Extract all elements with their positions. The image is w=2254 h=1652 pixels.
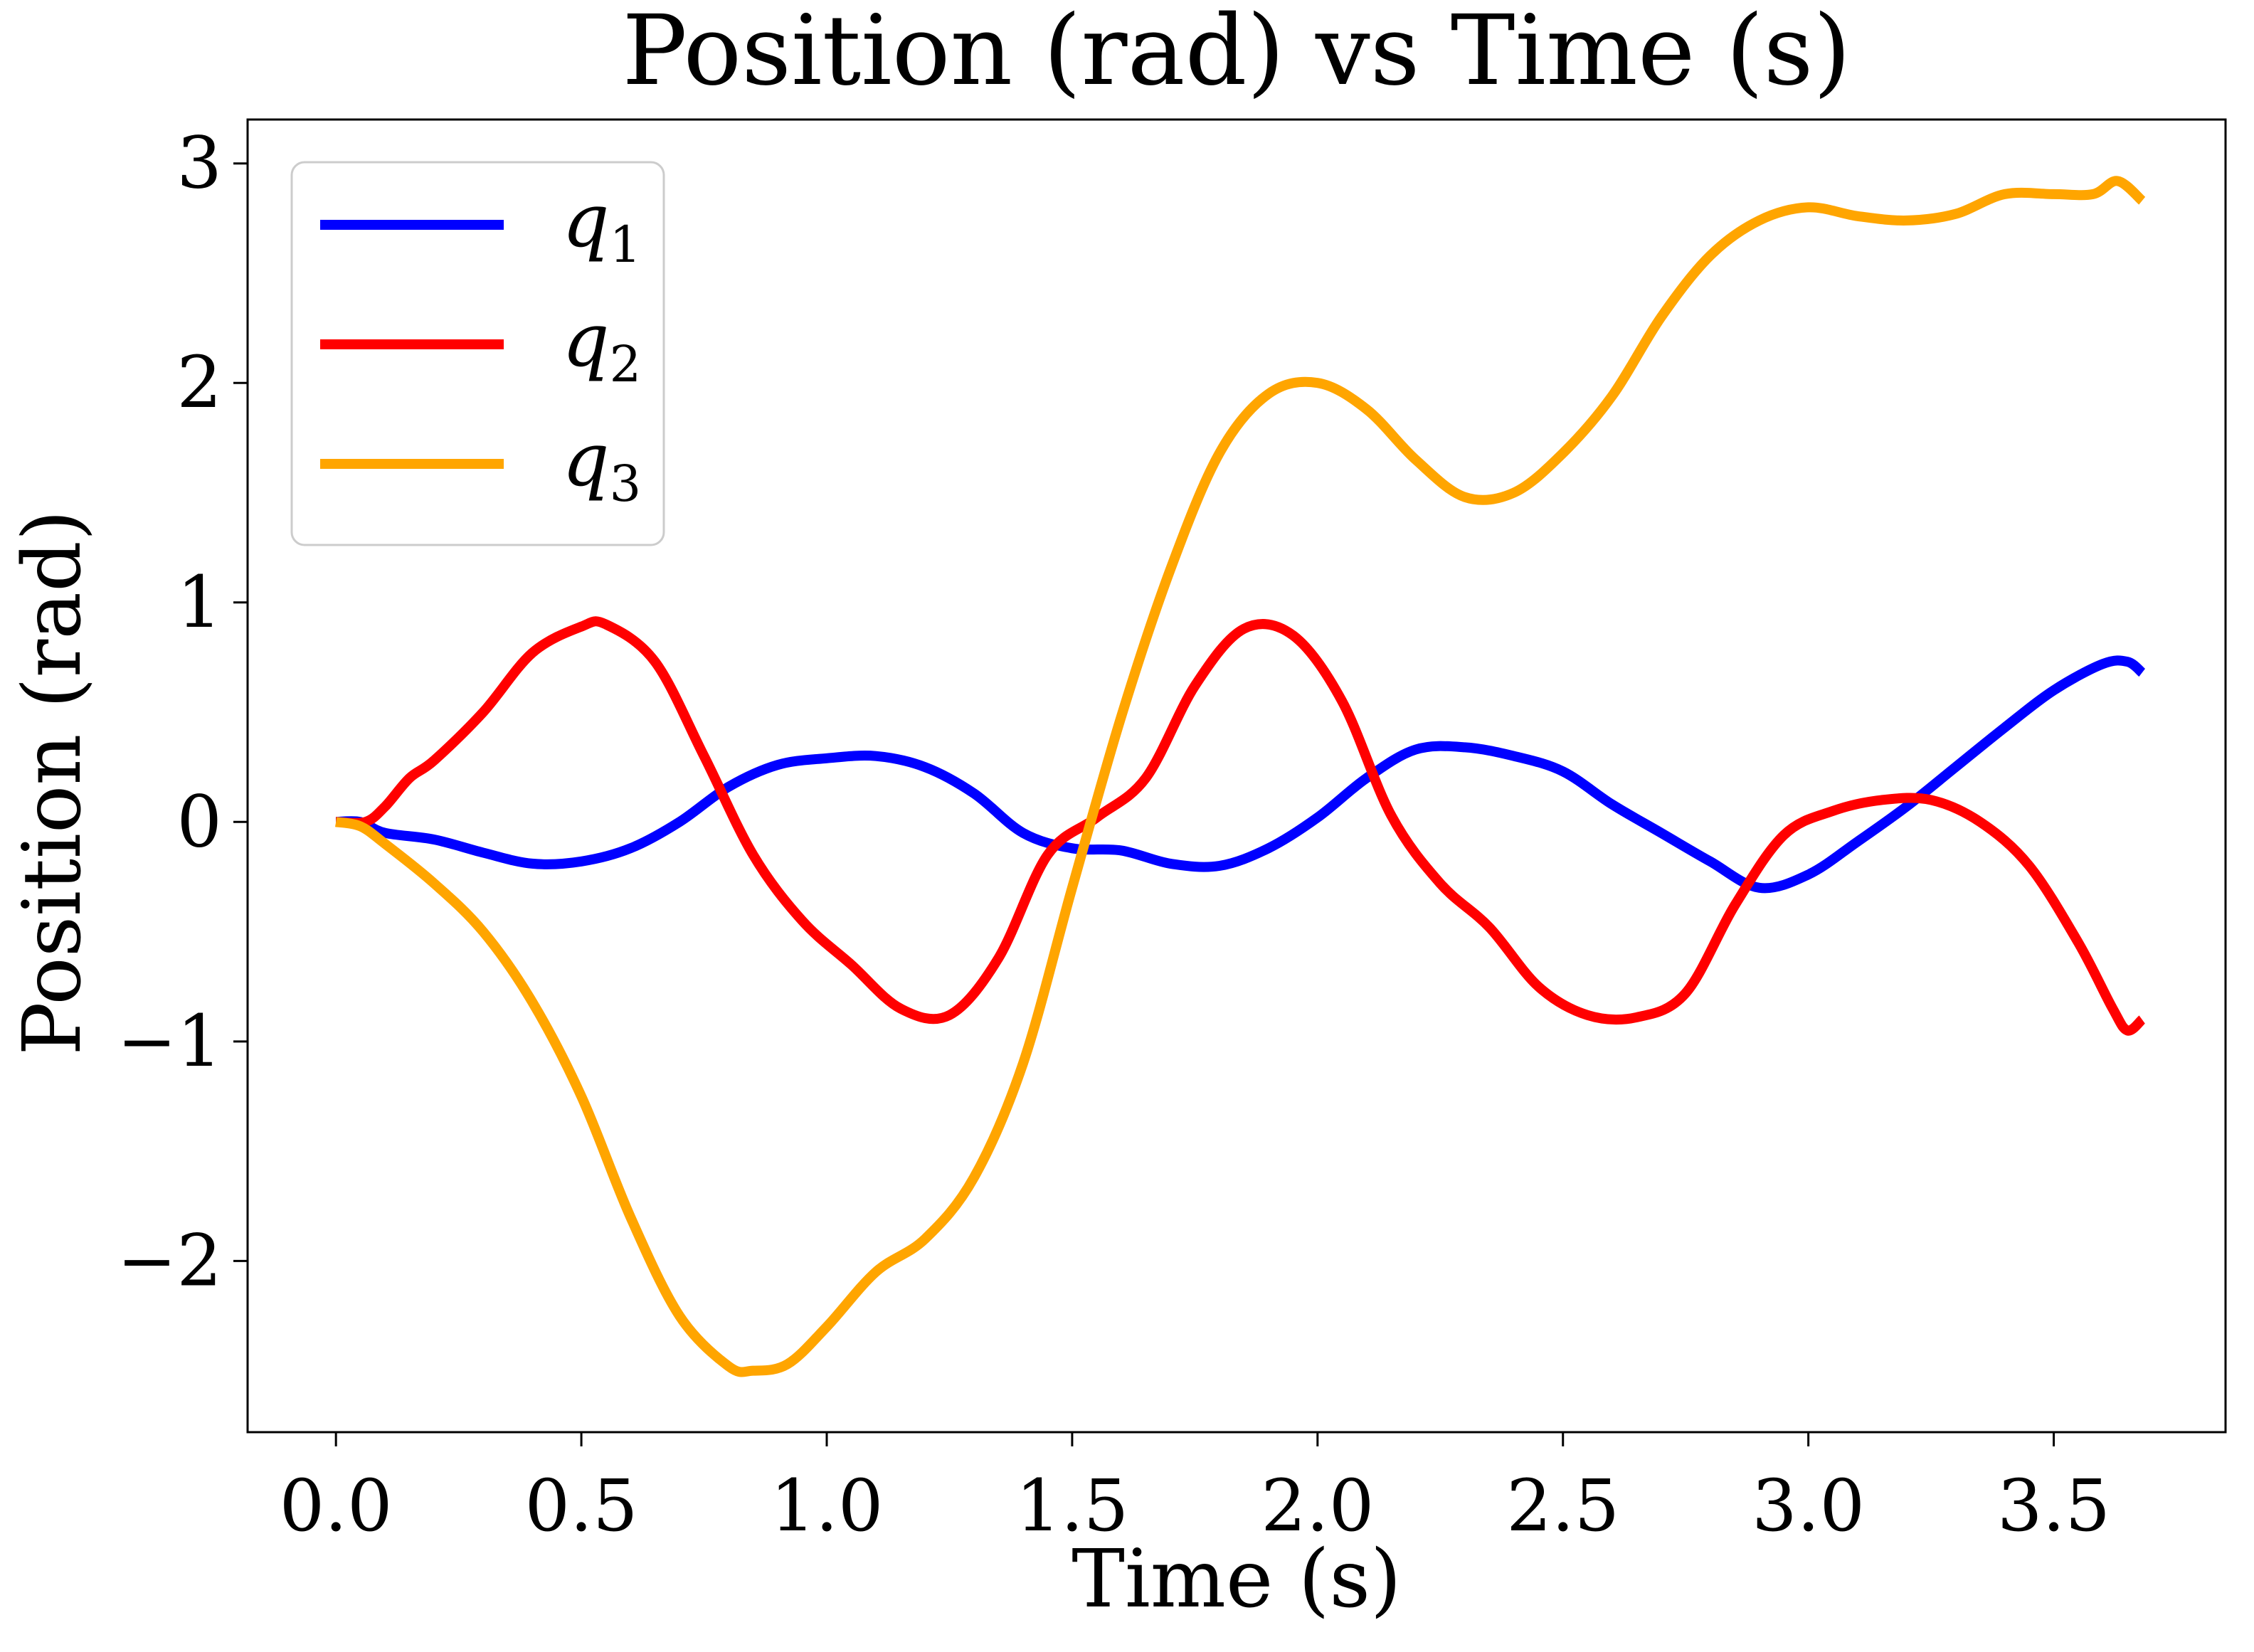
x-tick-label: 2.5 bbox=[1506, 1464, 1619, 1547]
x-tick-label: 0.0 bbox=[280, 1464, 393, 1547]
legend-series-name: q bbox=[562, 416, 610, 503]
legend-series-name: q bbox=[562, 297, 610, 383]
x-tick-label: 1.0 bbox=[770, 1464, 883, 1547]
legend-series-name: q bbox=[562, 177, 610, 264]
y-tick-label: 1 bbox=[176, 561, 222, 644]
y-tick-label: −1 bbox=[117, 1000, 222, 1083]
chart-title: Position (rad) vs Time (s) bbox=[622, 0, 1851, 107]
series-line-2 bbox=[335, 616, 2146, 1036]
y-tick-label: −2 bbox=[117, 1219, 222, 1302]
x-tick-label: 3.5 bbox=[1997, 1464, 2110, 1547]
x-tick-label: 0.5 bbox=[525, 1464, 638, 1547]
legend-box bbox=[290, 161, 665, 546]
legend-series-subscript: 1 bbox=[610, 216, 642, 274]
x-tick-label: 1.5 bbox=[1015, 1464, 1128, 1547]
y-tick-label: 2 bbox=[176, 341, 222, 424]
x-axis-title: Time (s) bbox=[1072, 1533, 1401, 1626]
y-tick-label: 3 bbox=[176, 122, 222, 205]
plot-frame bbox=[246, 118, 2227, 1434]
x-axis: 0.0 0.5 1.0 1.5 2.0 2.5 3.0 3.5 bbox=[280, 1432, 2110, 1547]
legend-label-1: q1 bbox=[562, 177, 641, 274]
x-tick-label: 3.0 bbox=[1752, 1464, 1865, 1547]
x-tick-label: 2.0 bbox=[1261, 1464, 1374, 1547]
y-tick-label: 0 bbox=[176, 780, 222, 863]
y-axis: −2 −1 0 1 2 3 bbox=[117, 122, 248, 1302]
legend-series-subscript: 2 bbox=[610, 335, 642, 393]
y-axis-title: Position (rad) bbox=[6, 510, 99, 1056]
series-line-1 bbox=[335, 655, 2146, 894]
legend-series-subscript: 3 bbox=[610, 455, 642, 513]
series-layer bbox=[334, 176, 2146, 1377]
legend-label-3: q3 bbox=[562, 416, 641, 513]
series-line-3 bbox=[334, 176, 2146, 1377]
legend-label-2: q2 bbox=[562, 297, 641, 393]
